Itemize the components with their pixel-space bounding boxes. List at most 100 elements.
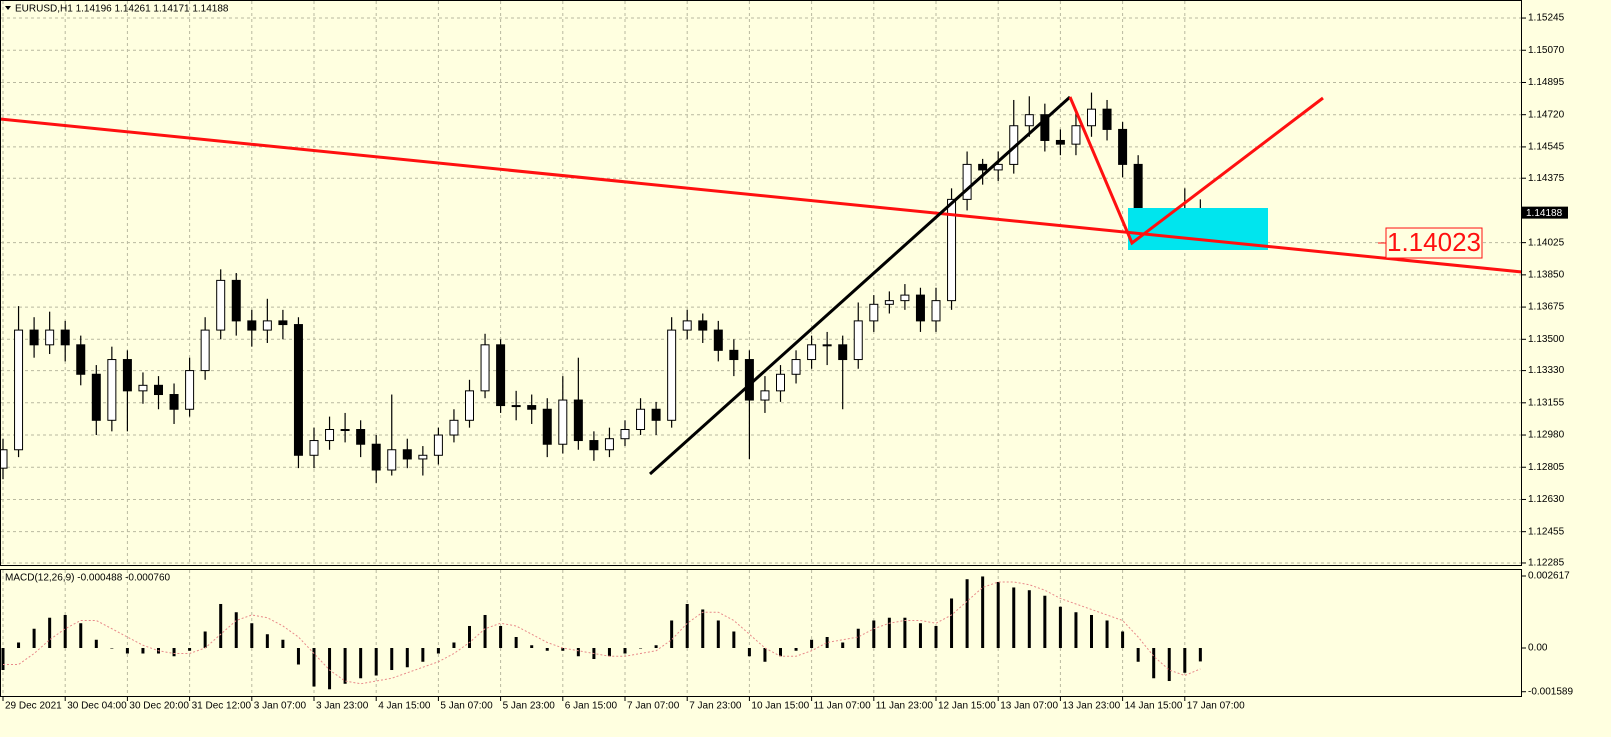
macd-bar (94, 639, 98, 648)
candle-body (154, 384, 163, 396)
y-tick-label: 1.13850 (1528, 270, 1565, 281)
candle-body (169, 394, 179, 410)
macd-bar (48, 617, 52, 648)
x-tick-label: 29 Dec 2021 (5, 701, 62, 712)
candle-body (667, 329, 677, 421)
candle-body (480, 344, 490, 392)
macd-bar (1198, 647, 1202, 662)
macd-bar (639, 647, 643, 649)
macd-bar (1012, 587, 1016, 648)
macd-bar (141, 647, 145, 654)
macd-bar (794, 647, 798, 651)
x-tick-label: 30 Dec 04:00 (67, 701, 127, 712)
candle-body (822, 344, 832, 347)
candle-body (0, 449, 8, 469)
candle-body (138, 384, 148, 392)
macd-bar (436, 647, 440, 654)
x-tick-label: 13 Jan 23:00 (1062, 701, 1120, 712)
signal-line (3, 581, 1201, 685)
candle-body (573, 399, 583, 442)
macd-bar (918, 623, 922, 648)
y-tick-label: 1.15245 (1528, 13, 1565, 24)
candle-body (340, 429, 350, 432)
current-price-label: 1.14188 (1526, 208, 1563, 219)
candle-body (371, 443, 381, 471)
macd-bar (343, 647, 347, 684)
y-tick-label: 1.14375 (1528, 173, 1565, 184)
candle-body (231, 279, 241, 322)
macd-bar (390, 647, 394, 671)
current-price-box (1522, 206, 1568, 219)
macd-bar (841, 642, 845, 648)
macd-bar (856, 628, 860, 648)
candle-body (760, 390, 770, 401)
y-tick-label: 1.14895 (1528, 77, 1565, 88)
macd-bar (405, 647, 409, 668)
candle-body (200, 329, 210, 372)
macd-bar (965, 579, 969, 648)
candle-body (45, 329, 55, 346)
candle-body (465, 390, 474, 421)
macd-frame (0, 569, 1522, 697)
macd-bar (747, 647, 751, 657)
macd-bar (328, 647, 332, 690)
macd-bar (359, 647, 363, 679)
x-tick-label: 6 Jan 15:00 (565, 701, 618, 712)
candle-body (262, 320, 272, 331)
candle-body (216, 279, 226, 331)
candle-body (620, 429, 630, 440)
candle-body (107, 359, 117, 421)
candle-body (433, 434, 443, 456)
candle-body (900, 294, 910, 302)
candle-body (402, 449, 412, 460)
x-tick-label: 14 Jan 15:00 (1125, 701, 1183, 712)
candle-body (713, 329, 723, 351)
candle-body (776, 373, 785, 392)
x-tick-label: 31 Dec 12:00 (192, 701, 252, 712)
candle-body (744, 359, 754, 401)
macd-bar (1043, 595, 1047, 648)
macd-bar (234, 612, 238, 648)
macd-bar (1167, 647, 1171, 682)
candle-body (496, 344, 506, 407)
macd-bar (1074, 612, 1078, 648)
candle-body (1102, 108, 1112, 130)
macd-bar (934, 625, 938, 648)
macd-bar (203, 631, 207, 648)
macd-bar (685, 603, 689, 648)
macd-bar (561, 647, 565, 651)
candle-body (185, 370, 195, 410)
macd-bar (265, 634, 269, 648)
candle-body (122, 359, 132, 392)
candle-body (1024, 114, 1034, 127)
candle-body (76, 344, 86, 375)
candle-body (915, 294, 925, 322)
macd-bar (421, 647, 425, 662)
candle-body (807, 344, 817, 361)
macd-bar (125, 647, 129, 654)
y-tick-label: 0.00 (1528, 643, 1548, 654)
macd-title: MACD(12,26,9) -0.000488 -0.000760 (5, 573, 171, 584)
macd-bar (514, 636, 518, 648)
candle-body (931, 300, 941, 322)
macd-bar (110, 647, 114, 649)
x-tick-label: 30 Dec 20:00 (129, 701, 189, 712)
candle-body (558, 399, 568, 445)
y-tick-label: 1.12630 (1528, 494, 1565, 505)
macd-bar (810, 639, 814, 648)
menu-arrow (5, 6, 11, 10)
x-tick-label: 10 Jan 15:00 (751, 701, 809, 712)
macd-bar (1090, 614, 1093, 648)
x-tick-label: 17 Jan 07:00 (1187, 701, 1245, 712)
x-tick-label: 13 Jan 07:00 (1000, 701, 1058, 712)
candle-body (682, 320, 692, 331)
macd-bar (79, 623, 83, 648)
x-tick-label: 3 Jan 23:00 (316, 701, 369, 712)
candle-body (91, 373, 101, 421)
candle-body (1118, 128, 1128, 165)
candle-body (1071, 125, 1081, 145)
y-tick-label: 1.15070 (1528, 45, 1565, 56)
candle-body (947, 198, 957, 302)
macd-bar (887, 617, 891, 648)
